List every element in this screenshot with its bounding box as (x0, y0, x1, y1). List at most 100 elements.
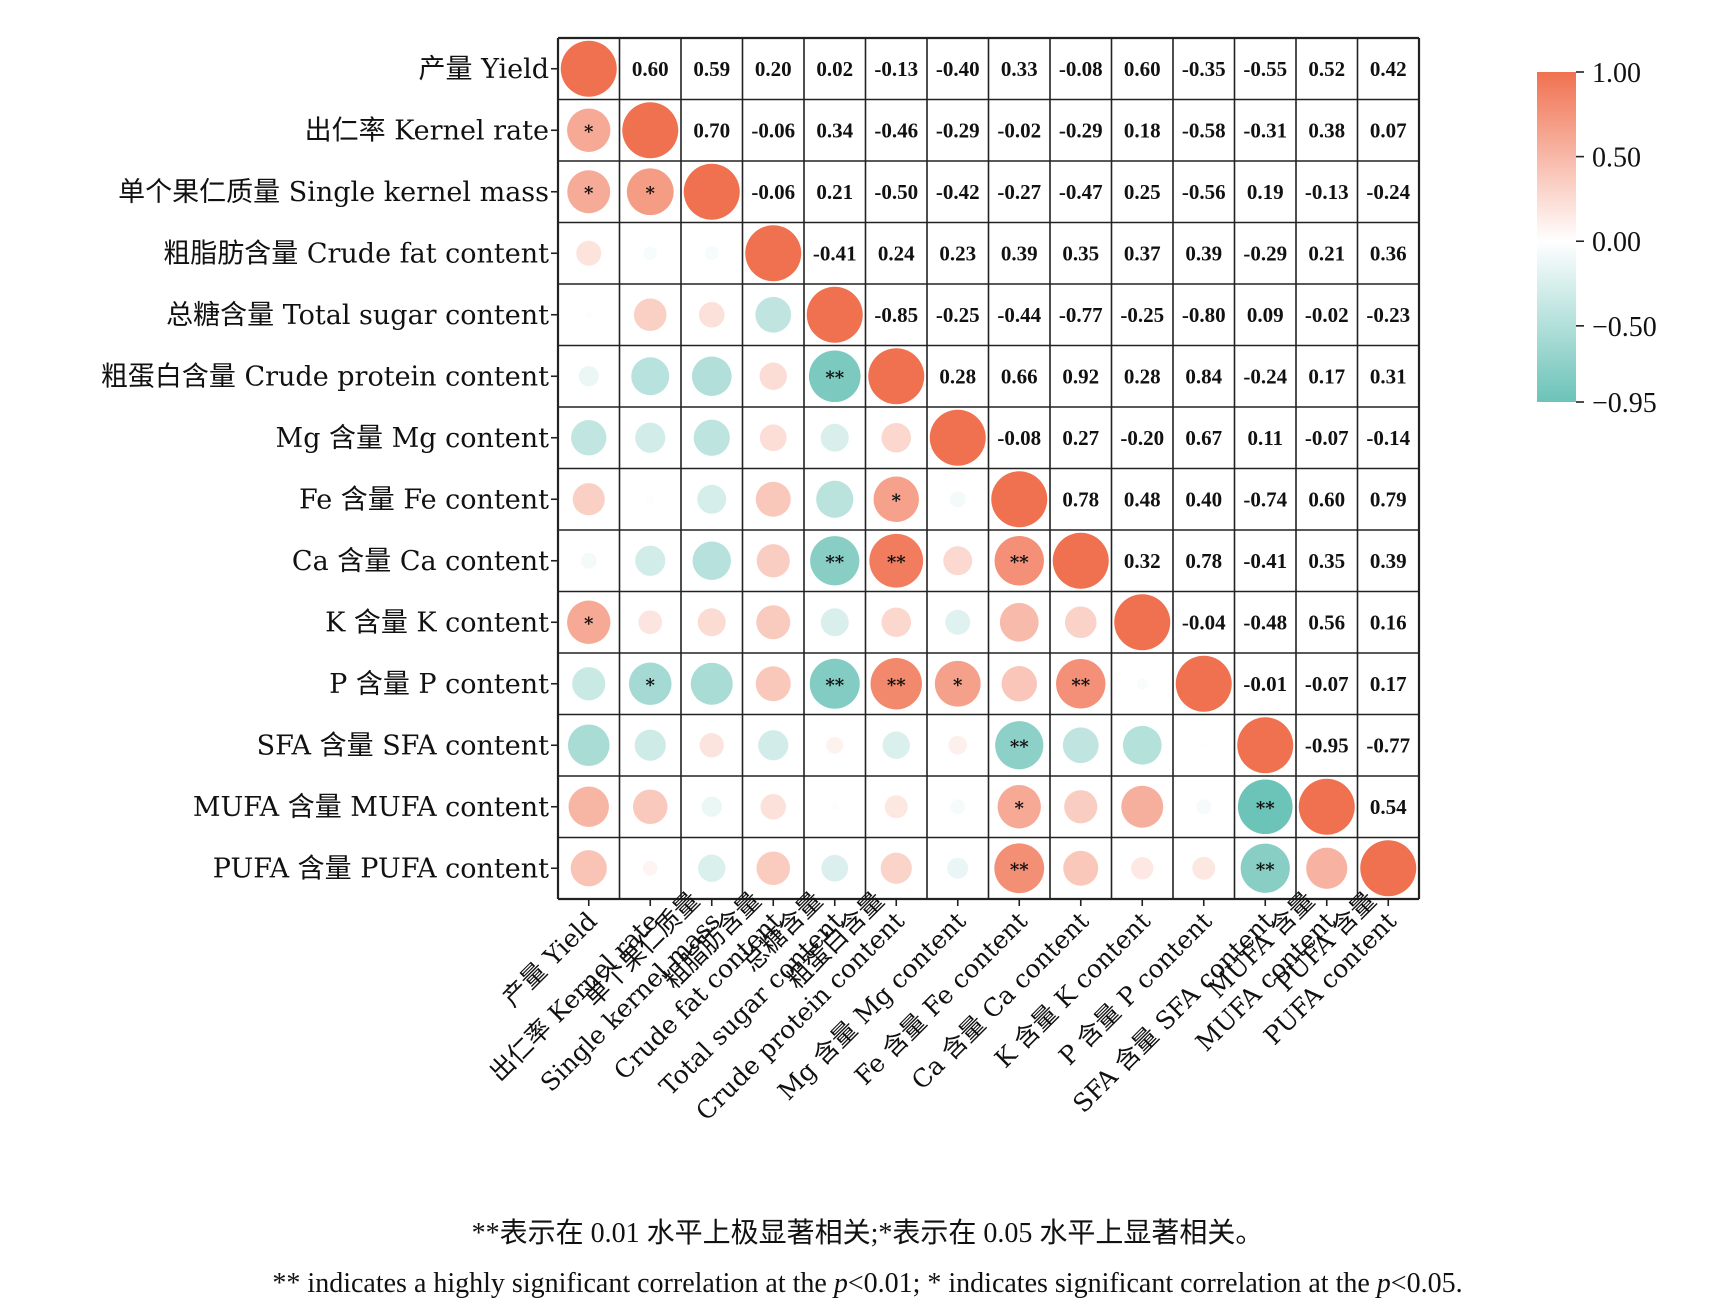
corr-circle-r13-c0 (570, 850, 607, 887)
corr-circle-r7-c7 (991, 471, 1048, 528)
significance-mark-r8-c5: ** (887, 552, 906, 573)
corr-value-r0-c9: 0.60 (1124, 57, 1161, 81)
corr-value-r2-c7: -0.27 (997, 180, 1041, 204)
corr-value-r3-c4: -0.41 (813, 241, 857, 265)
corr-circle-r10-c10 (1175, 655, 1232, 712)
corr-value-r6-c13: -0.14 (1366, 426, 1410, 450)
corr-value-r2-c5: -0.50 (874, 180, 918, 204)
corr-value-r0-c2: 0.59 (693, 57, 730, 81)
corr-value-r8-c11: -0.41 (1243, 549, 1287, 573)
corr-circle-r12-c4 (830, 802, 839, 811)
corr-circle-r12-c1 (632, 789, 668, 825)
corr-circle-r12-c3 (760, 793, 787, 820)
corr-circle-r10-c8 (1056, 659, 1106, 709)
corr-value-r9-c13: 0.16 (1370, 610, 1407, 634)
row-label: SFA 含量 SFA content (257, 730, 549, 761)
colorbar-gradient (1537, 72, 1576, 402)
corr-circle-r7-c0 (572, 483, 605, 516)
corr-circle-r10-c9 (1136, 678, 1148, 690)
corr-circle-r8-c5 (869, 533, 924, 588)
colorbar-tick-label: 0.50 (1592, 143, 1641, 174)
corr-value-r5-c12: 0.17 (1308, 364, 1345, 388)
corr-circle-r8-c7 (994, 536, 1044, 586)
corr-circle-r12-c8 (1064, 790, 1098, 824)
corr-value-r2-c12: -0.13 (1305, 180, 1349, 204)
corr-circle-r8-c3 (756, 544, 790, 578)
corr-circle-r1-c0 (567, 108, 611, 152)
corr-value-r1-c13: 0.07 (1370, 118, 1407, 142)
corr-circle-r8-c2 (692, 541, 731, 580)
significance-mark-r12-c7: * (1015, 798, 1025, 819)
row-label: Ca 含量 Ca content (292, 546, 549, 577)
corr-value-r3-c9: 0.37 (1124, 241, 1161, 265)
significance-mark-r8-c7: ** (1010, 552, 1029, 573)
colorbar-tick-label: −0.50 (1592, 312, 1657, 343)
corr-value-r1-c6: -0.29 (936, 118, 980, 142)
row-label: 出仁率 Kernel rate (305, 115, 549, 146)
corr-circle-r5-c4 (808, 350, 861, 403)
corr-circle-r5-c3 (759, 362, 787, 390)
corr-circle-r12-c9 (1121, 785, 1164, 828)
corr-value-r7-c12: 0.60 (1308, 487, 1345, 511)
corr-circle-r7-c1 (646, 495, 655, 504)
corr-circle-r7-c6 (949, 491, 966, 508)
significance-mark-r10-c8: ** (1071, 675, 1090, 696)
corr-value-r4-c9: -0.25 (1120, 303, 1164, 327)
colorbar-tick-label: −0.95 (1592, 388, 1657, 419)
corr-circle-r10-c4 (809, 658, 860, 709)
corr-value-r4-c13: -0.23 (1366, 303, 1410, 327)
corr-circle-r6-c0 (571, 420, 607, 456)
colorbar: 1.00 0.50 0.00 −0.50 −0.95 (1537, 58, 1657, 419)
italic-p: p (1376, 1268, 1391, 1299)
significance-mark-r2-c0: * (584, 183, 594, 204)
corr-circle-r13-c5 (880, 852, 912, 884)
corr-circle-r13-c8 (1063, 850, 1099, 886)
corr-value-r0-c1: 0.60 (632, 57, 669, 81)
significance-mark-r10-c1: * (646, 675, 656, 696)
corr-value-r7-c9: 0.48 (1124, 487, 1161, 511)
corr-value-r3-c13: 0.36 (1370, 241, 1407, 265)
corr-value-r2-c11: 0.19 (1247, 180, 1284, 204)
corr-circle-r13-c6 (947, 857, 969, 879)
corr-circle-r9-c0 (567, 600, 611, 644)
corr-value-r8-c13: 0.39 (1370, 549, 1407, 573)
corr-circle-r8-c8 (1052, 532, 1109, 589)
corr-circle-r5-c1 (631, 357, 670, 396)
corr-value-r5-c8: 0.92 (1062, 364, 1099, 388)
corr-circle-r1-c1 (622, 102, 679, 159)
corr-value-r3-c7: 0.39 (1001, 241, 1038, 265)
corr-value-r4-c11: 0.09 (1247, 303, 1284, 327)
corr-value-r0-c10: -0.35 (1182, 57, 1226, 81)
corr-value-r6-c8: 0.27 (1062, 426, 1099, 450)
row-label: Fe 含量 Fe content (299, 484, 549, 515)
corr-circle-r11-c8 (1062, 727, 1099, 764)
corr-circle-r11-c3 (758, 730, 789, 761)
corr-value-r1-c4: 0.34 (816, 118, 853, 142)
corr-value-r0-c6: -0.40 (936, 57, 980, 81)
corr-circle-r9-c6 (945, 609, 971, 635)
corr-circle-r5-c0 (578, 366, 599, 387)
corr-value-r4-c10: -0.80 (1182, 303, 1226, 327)
corr-circle-r13-c3 (756, 851, 791, 886)
corr-value-r6-c9: -0.20 (1120, 426, 1164, 450)
corr-circle-r6-c4 (820, 423, 849, 452)
corr-circle-r8-c6 (943, 546, 973, 576)
row-label: Mg 含量 Mg content (276, 423, 550, 454)
corr-circle-r10-c2 (690, 662, 733, 705)
corr-value-r5-c6: 0.28 (939, 364, 976, 388)
corr-value-r2-c6: -0.42 (936, 180, 980, 204)
corr-circle-r2-c2 (683, 163, 740, 220)
corr-value-r0-c8: -0.08 (1059, 57, 1103, 81)
significance-mark-r8-c4: ** (825, 552, 844, 573)
corr-circle-r12-c2 (701, 796, 722, 817)
corr-circle-r6-c2 (693, 419, 730, 456)
corr-circle-r11-c7 (995, 721, 1044, 770)
corr-value-r4-c7: -0.44 (997, 303, 1041, 327)
corr-circle-r11-c5 (882, 731, 910, 759)
corr-value-r0-c7: 0.33 (1001, 57, 1038, 81)
row-label: K 含量 K content (325, 607, 549, 638)
corr-value-r9-c11: -0.48 (1243, 610, 1287, 634)
corr-value-r2-c13: -0.24 (1366, 180, 1410, 204)
corr-circle-r8-c1 (635, 545, 666, 576)
